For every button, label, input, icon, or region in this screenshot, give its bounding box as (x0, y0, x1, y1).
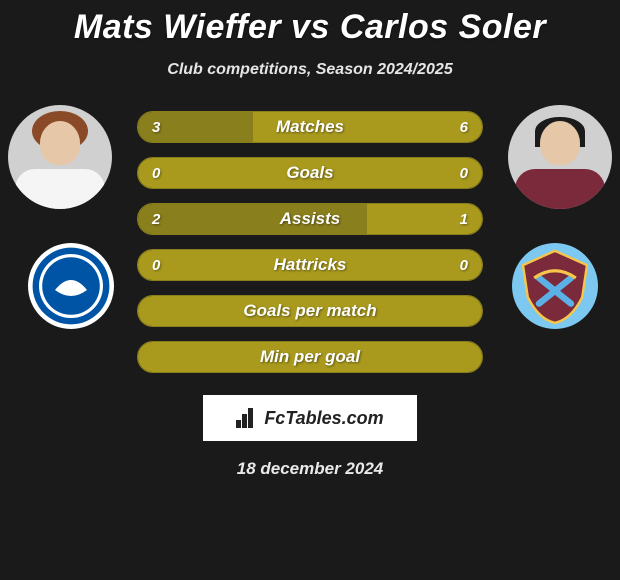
stat-bar: 0 Goals 0 (137, 157, 483, 189)
player-jersey-icon (15, 169, 105, 209)
subtitle: Club competitions, Season 2024/2025 (0, 61, 620, 79)
stat-label: Matches (276, 117, 344, 137)
date-label: 18 december 2024 (0, 459, 620, 479)
stat-value-right: 6 (460, 119, 468, 136)
stat-bar-list: 3 Matches 6 0 Goals 0 2 Assists 1 0 Hattricks 0 Goal… (137, 111, 483, 373)
stat-label: Min per goal (260, 347, 360, 367)
stat-label: Hattricks (274, 255, 347, 275)
stat-bar: 0 Hattricks 0 (137, 249, 483, 281)
brand-text: FcTables.com (264, 408, 383, 429)
content-area: 3 Matches 6 0 Goals 0 2 Assists 1 0 Hattricks 0 Goal… (0, 111, 620, 479)
stat-value-left: 2 (152, 211, 160, 228)
stat-label: Goals per match (243, 301, 376, 321)
player-left-avatar (8, 105, 112, 209)
brighton-crest-icon (31, 246, 111, 326)
player-jersey-icon (515, 169, 605, 209)
page-title: Mats Wieffer vs Carlos Soler (0, 8, 620, 47)
club-left-badge (28, 243, 114, 329)
stat-label: Goals (286, 163, 333, 183)
player-head-icon (540, 121, 580, 165)
stat-value-left: 0 (152, 165, 160, 182)
stat-bar: Goals per match (137, 295, 483, 327)
player-head-icon (40, 121, 80, 165)
stat-bar: Min per goal (137, 341, 483, 373)
westham-crest-icon (515, 246, 595, 326)
stat-value-right: 0 (460, 165, 468, 182)
stat-bar: 3 Matches 6 (137, 111, 483, 143)
stat-value-left: 0 (152, 257, 160, 274)
stat-bar: 2 Assists 1 (137, 203, 483, 235)
stat-value-right: 1 (460, 211, 468, 228)
stat-label: Assists (280, 209, 340, 229)
bar-chart-icon (236, 408, 258, 428)
comparison-card: Mats Wieffer vs Carlos Soler Club compet… (0, 0, 620, 580)
stat-value-right: 0 (460, 257, 468, 274)
stat-value-left: 3 (152, 119, 160, 136)
club-right-badge (512, 243, 598, 329)
brand-plate: FcTables.com (203, 395, 417, 441)
player-right-avatar (508, 105, 612, 209)
